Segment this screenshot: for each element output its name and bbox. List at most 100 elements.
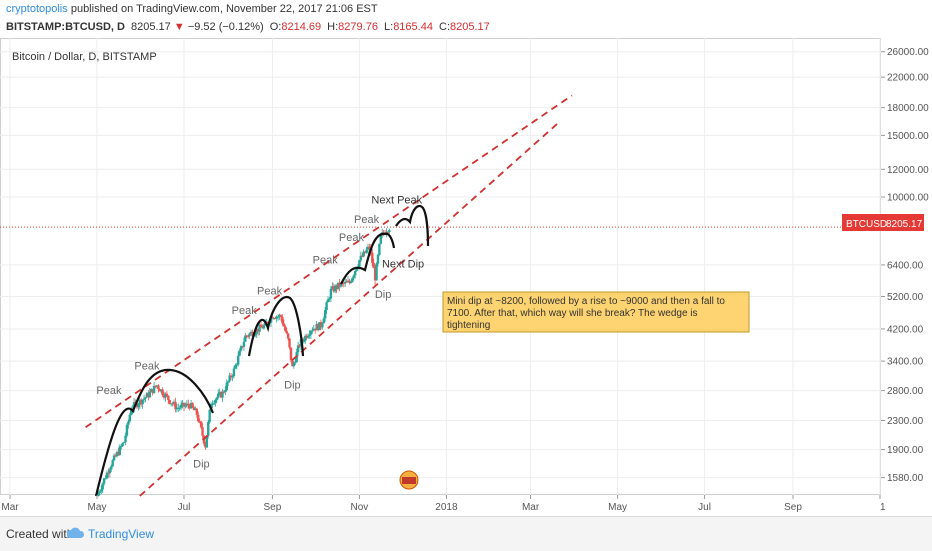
candle-body (325, 302, 328, 311)
candle-body (308, 334, 311, 336)
candle-body (198, 421, 201, 423)
candle-body (363, 251, 367, 253)
y-tick-label: 1580.00 (887, 473, 924, 484)
candle-body (110, 466, 113, 470)
candle-body (246, 335, 250, 337)
candle-body (312, 328, 315, 331)
candle-body (117, 452, 120, 455)
candle-body (138, 399, 141, 405)
candle-body (120, 445, 123, 447)
candle-body (152, 385, 156, 394)
author-link[interactable]: cryptotopolis (6, 3, 68, 15)
annotations: PeakPeakDipPeakPeakDipPeakPeakPeakDipNex… (96, 195, 424, 471)
candle-body (104, 478, 107, 480)
candle-body (321, 323, 324, 328)
candle-body (161, 389, 164, 396)
price-chart[interactable]: Bitcoin / Dollar, D, BITSTAMP PeakPeakDi… (0, 38, 932, 516)
candle-body (115, 452, 119, 457)
candle-body (281, 317, 284, 324)
candle-body (362, 251, 365, 257)
arc-oct-nov (340, 232, 396, 285)
candle-body (305, 335, 308, 338)
candle-body (296, 345, 300, 353)
candle-body (278, 315, 281, 317)
candle-body (141, 399, 144, 405)
candle-body (159, 389, 163, 392)
x-tick-label: May (608, 502, 627, 513)
y-tick-label: 6400.00 (887, 260, 924, 271)
candle-body (171, 403, 174, 405)
candle-body (318, 322, 321, 331)
candle-body (127, 421, 130, 425)
candle-body (114, 455, 117, 457)
candle-body (144, 397, 147, 399)
candle-body (184, 405, 187, 407)
candle-body (353, 270, 357, 276)
candle-body (378, 243, 381, 255)
candle-body (333, 285, 337, 292)
candle-body (172, 401, 176, 404)
candle-body (345, 281, 348, 283)
annotation-label: Dip (284, 379, 301, 391)
candle-body (346, 280, 350, 282)
candle-body (217, 393, 220, 398)
candle-body (284, 326, 287, 331)
candle-body (155, 385, 159, 387)
candle-body (288, 338, 291, 348)
y-tick-label: 12000.00 (887, 165, 929, 176)
callout-line-2: 7100. After that, which way will she bre… (447, 308, 698, 319)
candle-body (329, 288, 333, 299)
x-tick-label: Jul (698, 502, 711, 513)
candle-body (107, 472, 110, 474)
ohlc-line: BITSTAMP:BTCUSD, D 8205.17 ▼ −9.52 (−0.1… (6, 21, 490, 33)
candle-body (248, 333, 251, 337)
candle-body (205, 435, 209, 448)
candle-body (124, 435, 127, 443)
candle-body (149, 388, 153, 392)
y-tick-label: 3400.00 (887, 357, 924, 368)
candle-body (154, 385, 157, 387)
candle-body (258, 324, 261, 332)
candle-body (271, 316, 274, 319)
callout-line-1: Mini dip at ~8200, followed by a rise to… (447, 296, 725, 307)
trendline-lower (139, 120, 562, 497)
candle-body (165, 393, 169, 396)
candle-body (227, 381, 230, 383)
events-flag-icon[interactable] (399, 470, 419, 490)
chart-area[interactable]: Bitcoin / Dollar, D, BITSTAMP Peak Peak Di… (0, 38, 932, 516)
annotation-label: Peak (354, 214, 380, 226)
tradingview-cloud-icon (67, 527, 84, 538)
candle-body (97, 492, 100, 496)
chart-title: Bitcoin / Dollar, D, BITSTAMP (12, 51, 157, 63)
candle-body (262, 325, 266, 329)
candle-body (185, 403, 189, 406)
candle-body (352, 275, 355, 279)
candle-body (286, 333, 290, 339)
down-arrow-icon: ▼ (173, 21, 185, 33)
candle-body (306, 335, 310, 338)
y-tick-label: 4200.00 (887, 324, 924, 335)
candle-body (361, 255, 364, 257)
candle-body (229, 375, 233, 378)
candle-body (214, 399, 217, 404)
created-with-text: Created with (6, 527, 74, 541)
x-tick-label: May (88, 502, 107, 513)
arc-projection (395, 204, 430, 247)
x-tick-label: Sep (784, 502, 802, 513)
y-tick-label: 22000.00 (887, 73, 929, 84)
candle-body (332, 286, 335, 292)
tradingview-link[interactable]: TradingView (88, 527, 155, 541)
candle-body (276, 316, 280, 318)
candle-body (105, 472, 109, 479)
candle-body (244, 335, 247, 342)
candle-body (302, 340, 306, 342)
high-label: H: (327, 21, 339, 33)
candle-body (326, 299, 330, 303)
trendline-upper (85, 94, 573, 429)
candle-body (315, 324, 318, 331)
candle-body (111, 460, 114, 467)
candle-body (175, 407, 179, 410)
candle-body (151, 388, 154, 394)
candle-body (201, 427, 204, 436)
annotation-label: Next Dip (382, 258, 424, 270)
